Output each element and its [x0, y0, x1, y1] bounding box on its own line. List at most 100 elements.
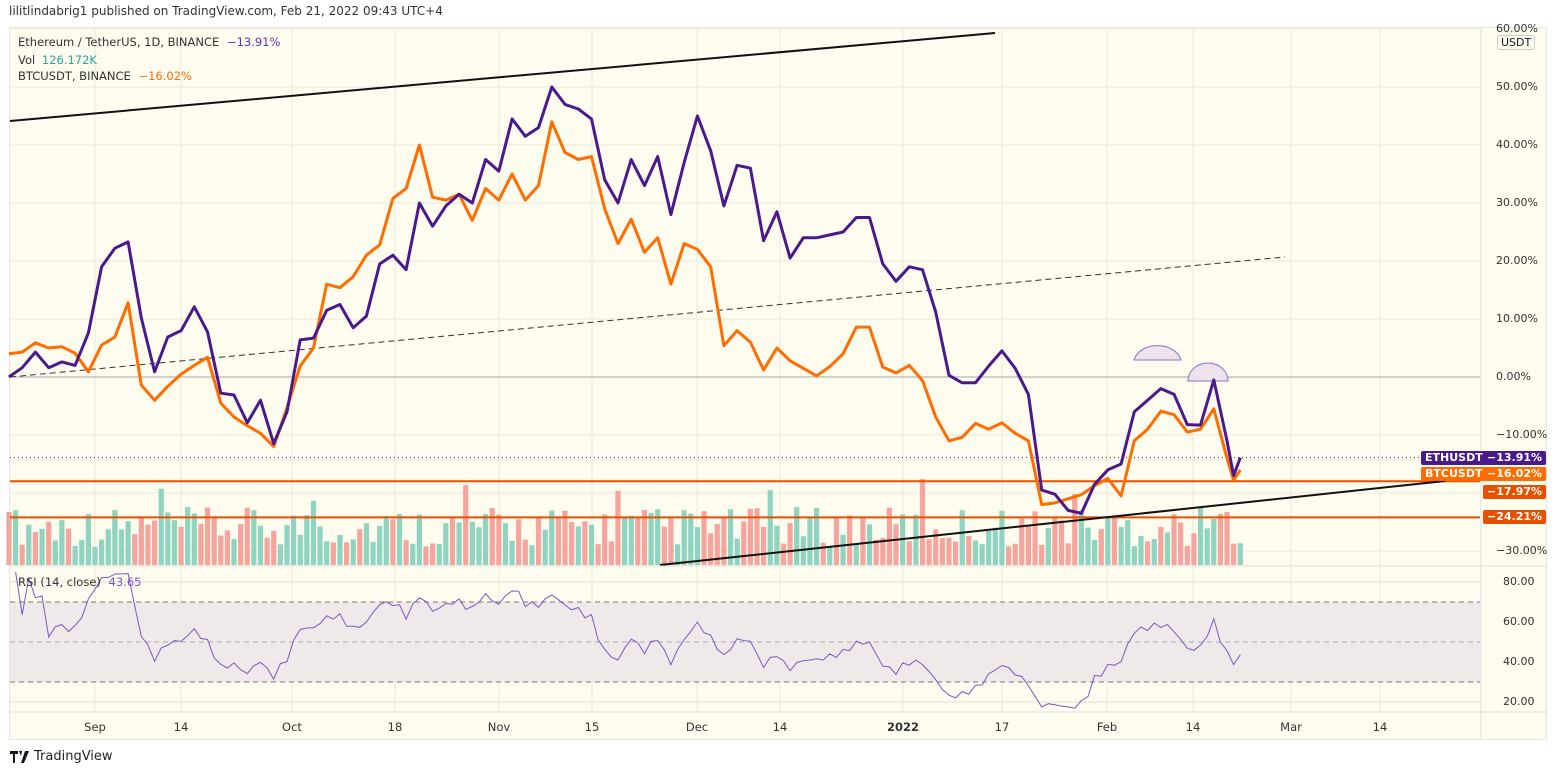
price-axis-label: 50.00% [1496, 80, 1538, 93]
price-axis-label: 10.00% [1496, 312, 1538, 325]
volume-bar [992, 527, 998, 565]
volume-bar [1019, 518, 1025, 565]
legend-main-symbol: Ethereum / TetherUS, 1D, BINANCE [18, 35, 220, 49]
eth-series-line [8, 85, 1242, 515]
volume-bar [1211, 518, 1217, 565]
volume-bar [1158, 526, 1164, 565]
volume-bar [741, 521, 747, 565]
volume-bar [549, 510, 555, 565]
volume-bar [330, 542, 336, 565]
level-2-tag: −24.21% [1483, 510, 1547, 524]
volume-bar [383, 515, 389, 565]
volume-bar [204, 507, 211, 565]
time-axis-label: Nov [487, 720, 511, 734]
volume-bar [1078, 510, 1084, 565]
volume-bar [1184, 545, 1190, 565]
legend-rsi[interactable]: RSI (14, close) 43.65 [18, 575, 141, 589]
volume-bar [694, 527, 701, 565]
volume-bar [396, 513, 403, 565]
publish-info: lilitlindabrig1 published on TradingView… [9, 4, 443, 18]
volume-bar [191, 513, 197, 565]
footer-brand-text: TradingView [34, 749, 113, 764]
volume-bar [251, 510, 257, 565]
volume-bar [1237, 543, 1243, 565]
rsi-axis-label: 60.00 [1503, 615, 1535, 628]
volume-bar [317, 526, 323, 565]
volume-bar [218, 535, 224, 565]
volume-bar [410, 543, 416, 565]
legend-compare-change: −16.02% [138, 69, 192, 83]
volume-bar [390, 519, 396, 565]
legend-rsi-value: 43.65 [108, 575, 142, 589]
volume-bar [727, 509, 734, 565]
volume-bar [674, 544, 681, 565]
volume-bar [1164, 532, 1171, 565]
volume-bar [701, 511, 707, 565]
time-axis-label: 18 [387, 720, 403, 734]
volume-bars [6, 479, 1243, 565]
volume-bar [85, 514, 91, 565]
volume-bar [794, 507, 800, 565]
legend-main[interactable]: Ethereum / TetherUS, 1D, BINANCE −13.91% [18, 35, 280, 49]
legend-volume[interactable]: Vol 126.172K [18, 53, 97, 67]
volume-bar [588, 524, 595, 565]
volume-bar [906, 541, 912, 565]
trendline-mid-dashed [9, 256, 1286, 378]
volume-bar [1085, 527, 1091, 565]
volume-bar [1012, 543, 1018, 565]
trendline-bottom [659, 480, 1446, 566]
btc-name-tag: BTCUSDT [1421, 467, 1487, 481]
eth-name-tag: ETHUSDT [1421, 451, 1487, 465]
volume-bar [1191, 533, 1197, 565]
volume-bar [1111, 517, 1118, 565]
tradingview-logo-icon [10, 750, 29, 763]
volume-bar [363, 523, 370, 565]
volume-bar [847, 515, 853, 565]
volume-bar [747, 508, 753, 565]
volume-bar [1138, 535, 1144, 565]
volume-bar [271, 530, 277, 565]
volume-bar [1092, 539, 1098, 565]
volume-bar [880, 537, 886, 565]
volume-bar [933, 529, 939, 565]
volume-bar [860, 517, 866, 565]
rsi-guides [10, 601, 1480, 683]
volume-bar [827, 546, 833, 565]
time-axis-label: 2022 [886, 720, 920, 734]
currency-badge[interactable]: USDT [1497, 35, 1536, 50]
volume-bar [6, 512, 12, 565]
volume-bar [1131, 546, 1137, 565]
volume-bar [966, 535, 972, 565]
volume-bar [145, 524, 151, 565]
volume-bar [926, 539, 932, 565]
volume-bar [780, 543, 787, 565]
time-axis-label: 14 [1185, 720, 1201, 734]
time-axis-label: 15 [584, 720, 600, 734]
volume-bar [79, 539, 85, 565]
legend-compare[interactable]: BTCUSDT, BINANCE −16.02% [18, 69, 192, 83]
volume-bar [185, 507, 191, 565]
volume-bar [608, 541, 614, 565]
volume-bar [1144, 541, 1151, 565]
volume-bar [959, 510, 965, 565]
volume-bar [1125, 520, 1131, 565]
volume-bar [257, 525, 264, 565]
volume-bar [535, 517, 542, 565]
volume-bar [151, 520, 158, 565]
price-axis-label: −10.00% [1496, 428, 1548, 441]
volume-bar [1204, 528, 1210, 565]
footer-brand[interactable]: TradingView [10, 749, 113, 764]
volume-bar [324, 541, 330, 565]
volume-bar [39, 528, 45, 565]
volume-bar [1217, 513, 1223, 565]
volume-bar [377, 525, 383, 565]
volume-bar [238, 523, 244, 565]
price-axis-label: 40.00% [1496, 138, 1538, 151]
volume-bar [1065, 543, 1071, 565]
time-axis-label: 14 [173, 720, 189, 734]
volume-bar [231, 538, 237, 565]
volume-bar [853, 544, 859, 565]
volume-bar [516, 519, 522, 565]
volume-bar [509, 540, 515, 565]
